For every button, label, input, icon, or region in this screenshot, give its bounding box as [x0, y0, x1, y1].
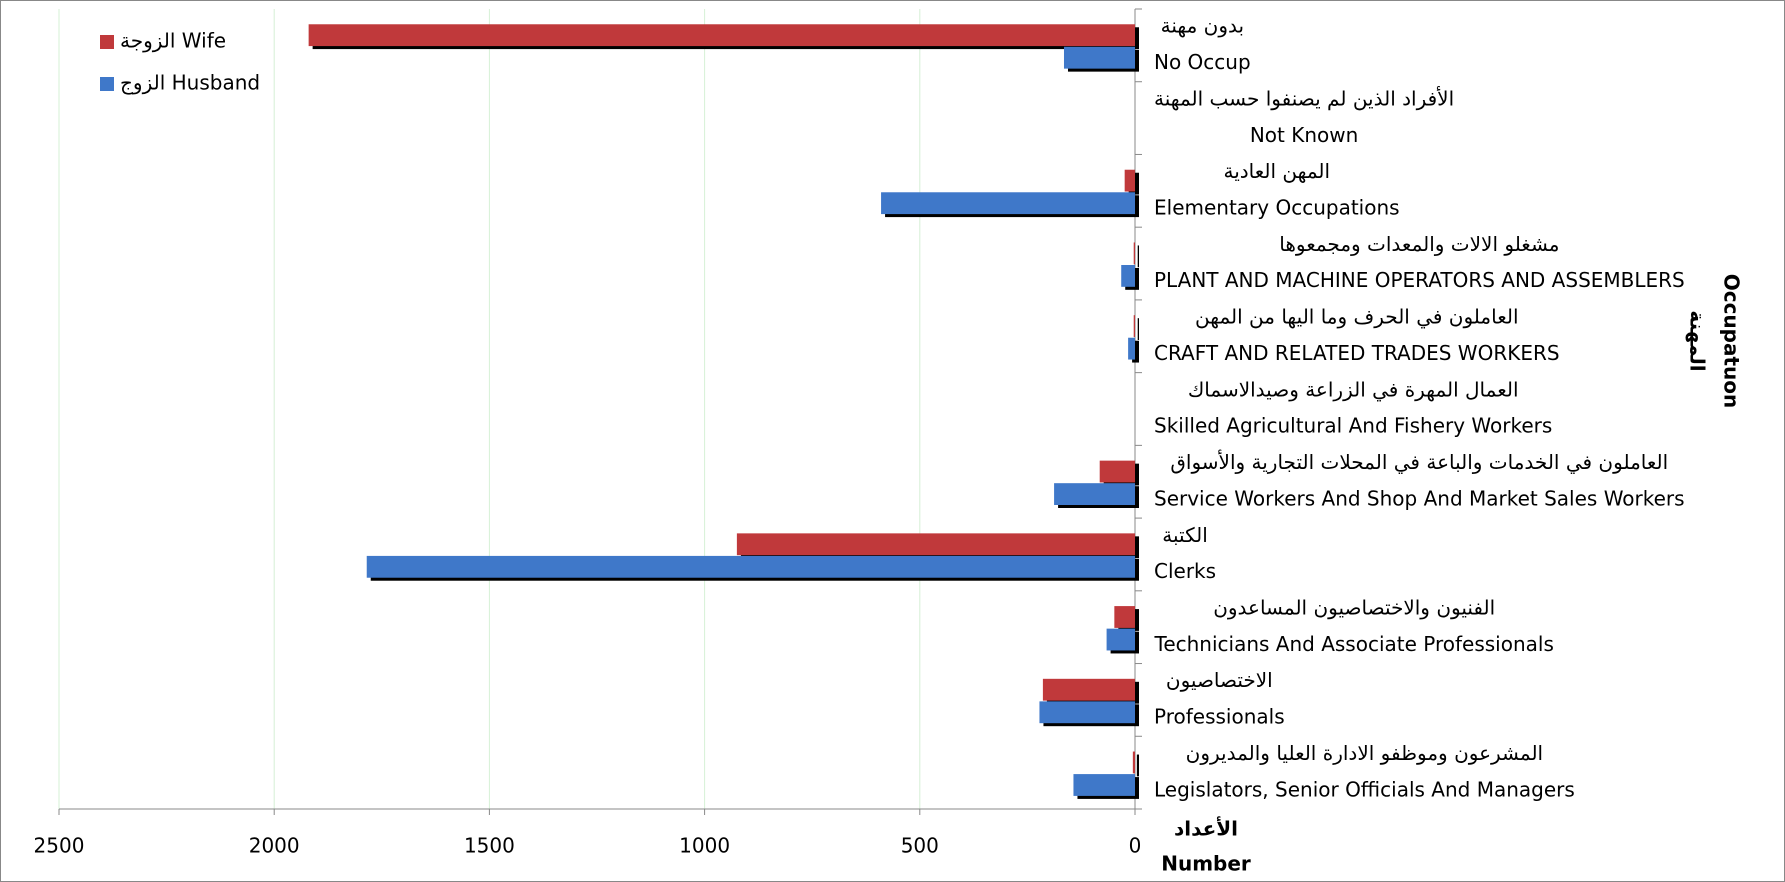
x-axis-title: Number [1161, 852, 1251, 876]
category-label: Service Workers And Shop And Market Sale… [1154, 486, 1685, 510]
bar [1132, 751, 1135, 774]
bar [1042, 678, 1135, 701]
category-label: Professionals [1154, 705, 1285, 729]
bar [1106, 628, 1135, 651]
bar [1133, 242, 1135, 265]
bar [1073, 774, 1135, 796]
category-label-ar: الفنيون والاختصاصيون المساعدون [1213, 596, 1495, 620]
category-label: Technicians And Associate Professionals [1154, 632, 1554, 656]
bar [1054, 483, 1135, 505]
bar [366, 555, 1136, 578]
legend-label: الزوجة Wife [120, 29, 226, 53]
bar [1128, 337, 1135, 360]
x-tick-label: 2000 [249, 834, 300, 858]
x-axis-title: الأعداد [1174, 816, 1238, 841]
bar-shadow [1132, 340, 1139, 363]
category-label: Skilled Agricultural And Fishery Workers [1154, 414, 1552, 438]
bar [1124, 169, 1135, 192]
x-tick-label: 2500 [34, 834, 85, 858]
category-label-ar: مشغلو الالات والمعدات ومجمعوها [1279, 232, 1559, 256]
bar [1063, 46, 1135, 69]
category-label: Not Known [1250, 123, 1358, 147]
category-label-ar: الكتبة [1162, 523, 1208, 547]
category-label-ar: بدون مهنة [1161, 14, 1244, 38]
category-label-ar: المشرعون وموظفو الادارة العليا والمديرون [1186, 741, 1543, 765]
category-label-ar: الأفراد الذين لم يصنفوا حسب المهنة [1154, 86, 1454, 110]
x-tick-label: 0 [1129, 834, 1142, 858]
y-axis-title: المهنة [1686, 310, 1710, 371]
category-label-ar: العمال المهرة في الزراعة وصيدالاسماك [1188, 377, 1519, 402]
bar-shadow [1136, 754, 1139, 777]
y-axis-title: Occupatuon [1720, 274, 1744, 409]
bar [1121, 265, 1135, 287]
bar [1099, 460, 1135, 483]
bar [881, 192, 1135, 215]
bar [736, 533, 1135, 556]
bar-shadow [1137, 245, 1139, 268]
category-label: CRAFT AND RELATED TRADES WORKERS [1154, 341, 1560, 365]
x-tick-label: 500 [901, 834, 939, 858]
x-tick-label: 1000 [679, 834, 730, 858]
category-label: No Occup [1154, 50, 1251, 74]
category-label: Clerks [1154, 559, 1216, 583]
category-label: PLANT AND MACHINE OPERATORS AND ASSEMBLE… [1154, 268, 1685, 292]
category-label-ar: العاملون في الخدمات والباعة في المحلات ا… [1170, 450, 1668, 475]
x-tick-label: 1500 [464, 834, 515, 858]
legend-swatch [100, 35, 114, 49]
bar [308, 24, 1136, 47]
category-label: Legislators, Senior Officials And Manage… [1154, 777, 1575, 801]
bar [1114, 606, 1135, 628]
legend-swatch [100, 77, 114, 91]
bar [1133, 315, 1135, 337]
legend-label: الزوج Husband [120, 71, 260, 95]
bar [1039, 701, 1135, 724]
category-label-ar: الاختصاصيون [1166, 668, 1273, 692]
bar-shadow [1137, 318, 1139, 340]
category-label-ar: العاملون في الحرف وما اليها من المهن [1195, 305, 1519, 330]
category-label: Elementary Occupations [1154, 196, 1400, 220]
category-label-ar: المهن العادية [1223, 159, 1330, 183]
